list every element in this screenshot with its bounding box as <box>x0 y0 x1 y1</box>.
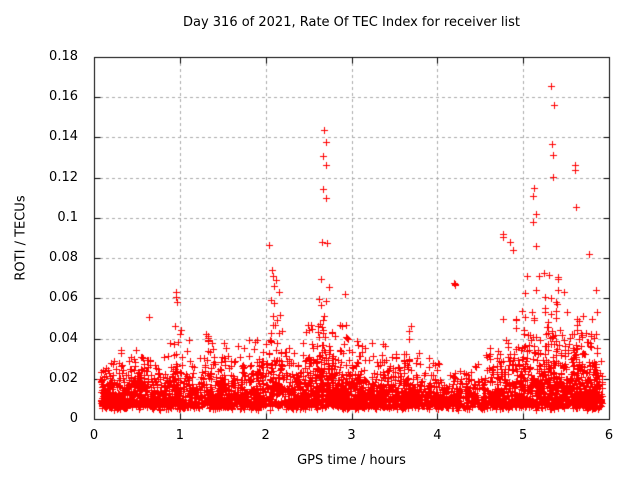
x-tick-label: 5 <box>519 428 528 443</box>
y-tick-label: 0.18 <box>49 49 78 64</box>
y-tick-label: 0 <box>69 411 78 426</box>
y-tick-label: 0.12 <box>49 169 78 185</box>
y-tick-label: 0.14 <box>49 129 78 145</box>
y-tick-label: 0.06 <box>49 290 78 306</box>
y-tick-label: 0.08 <box>49 250 78 266</box>
x-tick-label: 3 <box>347 428 356 443</box>
y-axis-label: ROTI / TECUs <box>13 195 29 281</box>
x-axis-label: GPS time / hours <box>297 453 406 468</box>
x-tick-label: 0 <box>89 428 99 443</box>
x-tick-label: 6 <box>604 428 614 443</box>
chart-title: Day 316 of 2021, Rate Of TEC Index for r… <box>182 15 520 30</box>
y-tick-label: 0.04 <box>49 330 78 346</box>
y-tick-label: 0.16 <box>49 89 78 105</box>
x-tick-label: 4 <box>433 428 442 443</box>
x-tick-label: 1 <box>175 428 184 443</box>
y-tick-label: 0.1 <box>57 209 78 225</box>
x-tick-label: 2 <box>261 428 270 443</box>
y-tick-label: 0.02 <box>49 370 78 386</box>
